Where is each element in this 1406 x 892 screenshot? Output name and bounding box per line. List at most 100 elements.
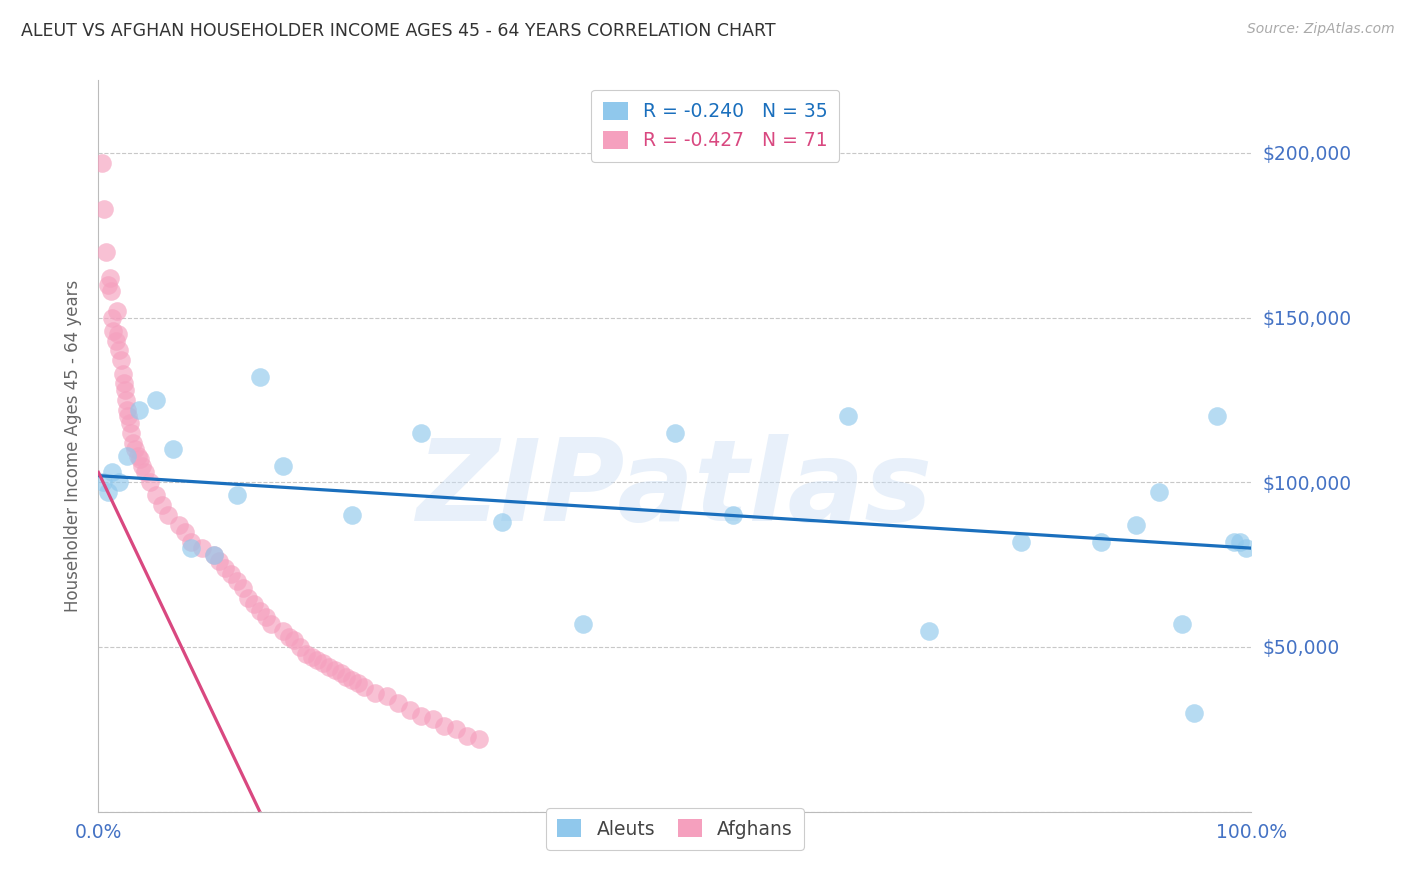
Point (117, 449, 139, 463)
Point (131, 458, 153, 473)
Point (433, 719, 456, 733)
Point (97, 277, 120, 292)
Point (329, 666, 352, 681)
Point (225, 574, 247, 588)
Point (167, 518, 190, 533)
Point (108, 475, 131, 490)
Point (202, 548, 225, 562)
Point (283, 633, 305, 648)
Point (145, 488, 167, 502)
Point (128, 402, 150, 417)
Point (411, 709, 433, 723)
Point (117, 402, 139, 417)
Point (1171, 616, 1194, 631)
Point (114, 383, 136, 397)
Point (90, 155, 112, 169)
Point (139, 475, 162, 490)
Point (444, 723, 467, 737)
Text: ALEUT VS AFGHAN HOUSEHOLDER INCOME AGES 45 - 64 YEARS CORRELATION CHART: ALEUT VS AFGHAN HOUSEHOLDER INCOME AGES … (21, 22, 776, 40)
Point (112, 376, 135, 391)
Point (107, 326, 129, 341)
Point (93, 202, 115, 216)
Point (98, 271, 121, 285)
Point (721, 508, 744, 523)
Point (162, 442, 184, 457)
Point (191, 541, 214, 556)
Point (456, 729, 478, 743)
Point (156, 508, 179, 523)
Point (271, 624, 294, 638)
Point (104, 334, 127, 348)
Point (1147, 485, 1170, 500)
Point (664, 425, 686, 440)
Point (335, 670, 357, 684)
Text: ZIPatlas: ZIPatlas (416, 434, 934, 545)
Point (118, 416, 141, 430)
Point (375, 690, 398, 704)
Point (1229, 534, 1251, 549)
Point (1205, 409, 1227, 424)
Point (323, 663, 346, 677)
Point (318, 659, 340, 673)
Point (254, 610, 277, 624)
Point (100, 284, 122, 298)
Point (180, 534, 202, 549)
Text: Source: ZipAtlas.com: Source: ZipAtlas.com (1247, 22, 1395, 37)
Y-axis label: Householder Income Ages 45 - 64 years: Householder Income Ages 45 - 64 years (63, 280, 82, 612)
Point (105, 304, 128, 318)
Point (108, 343, 131, 358)
Point (101, 310, 124, 325)
Point (174, 524, 197, 539)
Point (110, 353, 132, 368)
Point (468, 732, 491, 747)
Point (120, 425, 142, 440)
Point (180, 541, 202, 556)
Point (103, 324, 125, 338)
Point (238, 591, 260, 605)
Point (398, 702, 420, 716)
Point (124, 442, 146, 457)
Point (277, 630, 299, 644)
Point (202, 548, 225, 562)
Legend: Aleuts, Afghans: Aleuts, Afghans (546, 808, 804, 850)
Point (301, 649, 323, 664)
Point (340, 673, 363, 687)
Point (1125, 518, 1147, 533)
Point (353, 680, 375, 694)
Point (411, 425, 433, 440)
Point (219, 567, 242, 582)
Point (260, 616, 283, 631)
Point (917, 624, 939, 638)
Point (96, 244, 118, 259)
Point (150, 498, 173, 512)
Point (290, 640, 312, 654)
Point (347, 676, 370, 690)
Point (1182, 706, 1205, 720)
Point (134, 466, 156, 480)
Point (91, 475, 114, 490)
Point (491, 515, 513, 529)
Point (1090, 534, 1112, 549)
Point (127, 449, 149, 463)
Point (249, 369, 271, 384)
Point (129, 452, 152, 467)
Point (387, 696, 409, 710)
Point (1234, 541, 1257, 556)
Point (340, 508, 363, 523)
Point (249, 604, 271, 618)
Point (122, 435, 145, 450)
Point (307, 653, 329, 667)
Point (214, 561, 236, 575)
Point (145, 392, 167, 407)
Point (295, 647, 318, 661)
Point (97, 485, 120, 500)
Point (225, 488, 247, 502)
Point (271, 458, 294, 473)
Point (364, 686, 387, 700)
Point (1010, 534, 1032, 549)
Point (208, 554, 231, 568)
Point (117, 409, 139, 424)
Point (243, 597, 266, 611)
Point (1223, 534, 1246, 549)
Point (101, 466, 124, 480)
